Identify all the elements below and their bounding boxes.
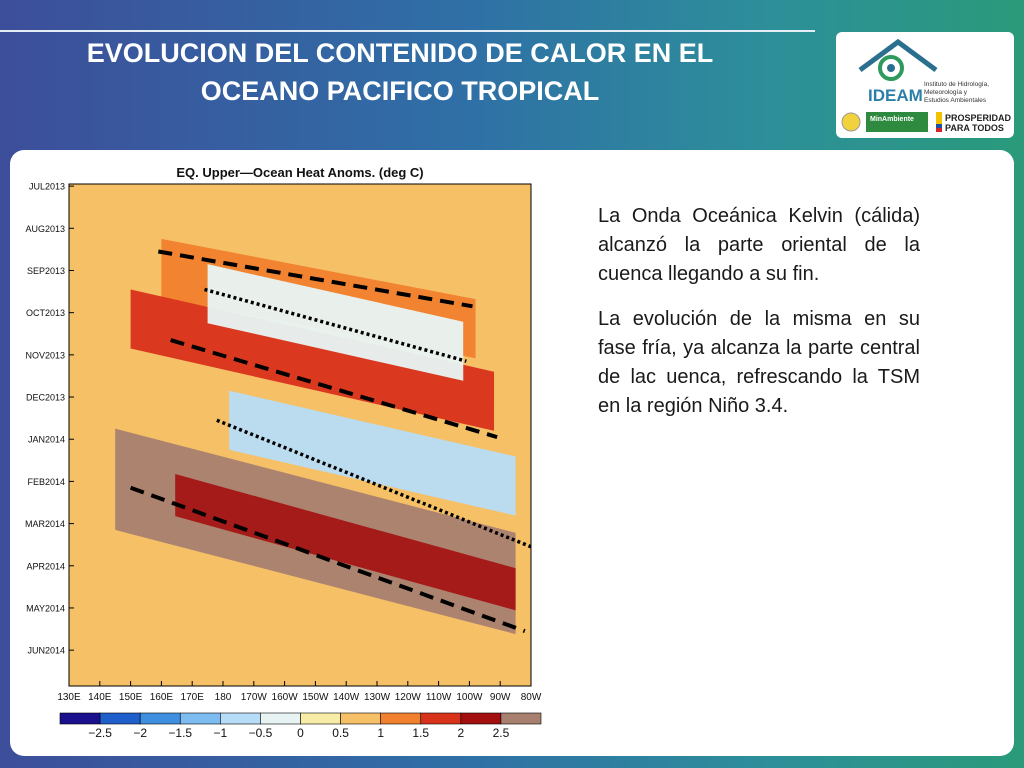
title-line-2: OCEANO PACIFICO TROPICAL [200, 76, 600, 106]
y-tick-label: MAR2014 [25, 519, 65, 529]
title-underline [0, 30, 815, 32]
y-tick-label: DEC2013 [26, 393, 65, 403]
heatmap-band-core-warm-main [175, 473, 516, 611]
colorbar-swatch [420, 712, 462, 725]
y-tick-label: JUL2013 [29, 182, 65, 192]
ministry-badge [866, 112, 928, 132]
colorbar-label: −0.5 [249, 726, 273, 740]
colorbar-label: −2 [133, 726, 147, 740]
logo-subtitle-2: Meteorología y [924, 89, 968, 96]
heat-anomaly-chart: EQ. Upper—Ocean Heat Anoms. (deg C) JUL2… [25, 165, 542, 740]
colorbar-label: −1.5 [168, 726, 192, 740]
x-tick-label: 180 [215, 692, 232, 703]
dashed-line [129, 485, 526, 634]
slogan-line-1: PROSPERIDAD [945, 113, 1012, 123]
flag-blue [936, 124, 942, 128]
description-paragraph-2: La evolución de la misma en su fase fría… [598, 308, 920, 417]
x-tick-label: 110W [426, 692, 452, 703]
house-roof-icon [858, 38, 938, 73]
colorbar-swatch [139, 712, 181, 725]
y-tick-label: JAN2014 [28, 435, 65, 445]
y-tick-label: OCT2013 [26, 308, 65, 318]
heatmap-band-cool-phase-1 [207, 264, 464, 381]
x-axis: 130E 140E 150E 160E 170E 180 170W 160W 150W 140W 1… [57, 681, 542, 703]
colorbar-label: 1.5 [412, 726, 429, 740]
colorbar-swatch [260, 712, 301, 725]
colorbar-swatch [380, 712, 422, 725]
colorbar-label: 0 [297, 726, 304, 740]
flag-red [936, 128, 942, 132]
swirl-icon [878, 55, 904, 81]
plot-frame [68, 183, 532, 687]
x-tick-label: 120W [395, 692, 422, 703]
x-tick-label: 150E [119, 692, 143, 703]
colorbar-swatch [99, 712, 141, 725]
colorbar-swatch [500, 712, 542, 725]
colorbar-swatch [59, 712, 101, 725]
x-tick-label: 140E [88, 692, 112, 703]
y-tick-label: SEP2013 [27, 266, 65, 276]
title-line-1: EVOLUCION DEL CONTENIDO DE CALOR EN EL [86, 38, 714, 68]
colorbar-label: 2.5 [493, 726, 510, 740]
slide-title: EVOLUCION DEL CONTENIDO DE CALOR EN EL O… [40, 34, 760, 110]
colorbar-label: −2.5 [88, 726, 112, 740]
dotted-line [216, 418, 532, 549]
colorbar-label: 1 [377, 726, 384, 740]
dashed-line [170, 338, 498, 440]
heatmap-band-cool-phase-2 [229, 390, 516, 516]
x-tick-label: 130E [57, 692, 81, 703]
y-tick-label: FEB2014 [27, 477, 65, 487]
x-tick-label: 140W [333, 692, 360, 703]
logo-subtitle-1: Instituto de Hidrología, [924, 81, 989, 88]
ministry-name: MinAmbiente [870, 116, 914, 123]
x-tick-label: 100W [456, 692, 483, 703]
x-tick-label: 170E [181, 692, 205, 703]
colorbar-label: 0.5 [332, 726, 349, 740]
x-tick-label: 170W [241, 692, 268, 703]
x-tick-label: 150W [302, 692, 329, 703]
colorbar-swatch [300, 712, 341, 725]
flag-yellow [936, 112, 942, 132]
plot-area [69, 184, 531, 686]
x-tick-label: 160W [272, 692, 299, 703]
colorbar-label: 2 [457, 726, 464, 740]
description-paragraph-1: La Onda Oceánica Kelvin (cálida) alcanzó… [598, 205, 920, 285]
dashed-line [157, 249, 473, 309]
colombia-seal-icon [841, 112, 861, 132]
y-tick-label: JUN2014 [27, 646, 65, 656]
kelvin-wave-annotations [129, 249, 532, 634]
x-tick-label: 130W [364, 692, 391, 703]
slogan-line-2: PARA TODOS [945, 123, 1004, 133]
x-tick-label: 90W [490, 692, 511, 703]
swirl-core-icon [887, 64, 895, 72]
colorbar-swatch [220, 712, 261, 725]
ideam-logo: IDEAM Instituto de Hidrología, Meteorolo… [836, 32, 1014, 138]
description: La Onda Oceánica Kelvin (cálida) alcanzó… [598, 202, 920, 437]
y-tick-label: APR2014 [26, 561, 65, 571]
y-tick-label: MAY2014 [26, 603, 65, 613]
colorbar-swatch [340, 712, 381, 725]
x-tick-label: 160E [150, 692, 174, 703]
x-tick-label: 80W [521, 692, 542, 703]
colorbar: −2.5 −2 −1.5 −1 −0.5 0 0.5 1 1.5 2 2.5 [59, 712, 542, 740]
y-tick-label: AUG2013 [25, 224, 65, 234]
chart-title: EQ. Upper—Ocean Heat Anoms. (deg C) [176, 165, 423, 180]
ideam-logo-graphic: IDEAM Instituto de Hidrología, Meteorolo… [841, 38, 1012, 133]
colorbar-swatch [460, 712, 502, 725]
y-axis: JUL2013 AUG2013 SEP2013 OCT2013 NOV2013 DEC20… [25, 182, 74, 656]
colorbar-swatch [179, 712, 221, 725]
logo-name: IDEAM [868, 86, 923, 105]
logo-subtitle-3: Estudios Ambientales [924, 97, 987, 104]
colorbar-label: −1 [213, 726, 227, 740]
y-tick-label: NOV2013 [25, 350, 65, 360]
